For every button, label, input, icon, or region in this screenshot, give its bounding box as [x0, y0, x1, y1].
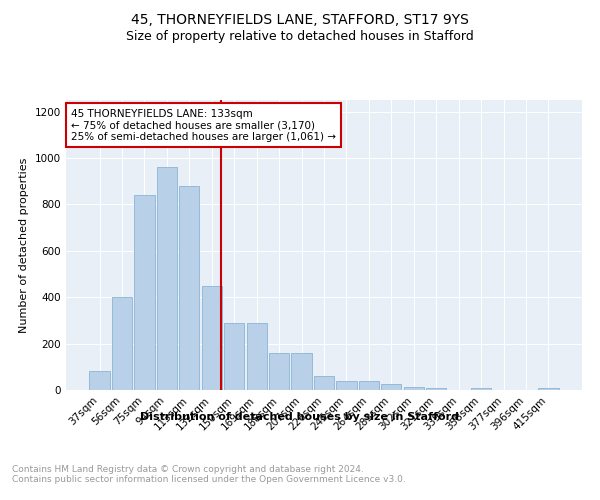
Bar	[269, 353, 289, 390]
Bar	[471, 388, 491, 390]
Text: Contains HM Land Registry data © Crown copyright and database right 2024.
Contai: Contains HM Land Registry data © Crown c…	[12, 465, 406, 484]
Bar	[404, 386, 424, 390]
Bar	[89, 372, 110, 390]
Text: Distribution of detached houses by size in Stafford: Distribution of detached houses by size …	[140, 412, 460, 422]
Bar	[381, 384, 401, 390]
Text: 45 THORNEYFIELDS LANE: 133sqm
← 75% of detached houses are smaller (3,170)
25% o: 45 THORNEYFIELDS LANE: 133sqm ← 75% of d…	[71, 108, 336, 142]
Bar	[292, 353, 311, 390]
Bar	[538, 388, 559, 390]
Bar	[112, 297, 132, 390]
Bar	[426, 388, 446, 390]
Text: Size of property relative to detached houses in Stafford: Size of property relative to detached ho…	[126, 30, 474, 43]
Bar	[314, 376, 334, 390]
Bar	[337, 380, 356, 390]
Text: 45, THORNEYFIELDS LANE, STAFFORD, ST17 9YS: 45, THORNEYFIELDS LANE, STAFFORD, ST17 9…	[131, 12, 469, 26]
Bar	[179, 186, 199, 390]
Y-axis label: Number of detached properties: Number of detached properties	[19, 158, 29, 332]
Bar	[157, 168, 177, 390]
Bar	[134, 195, 155, 390]
Bar	[247, 322, 267, 390]
Bar	[224, 322, 244, 390]
Bar	[202, 286, 222, 390]
Bar	[359, 380, 379, 390]
